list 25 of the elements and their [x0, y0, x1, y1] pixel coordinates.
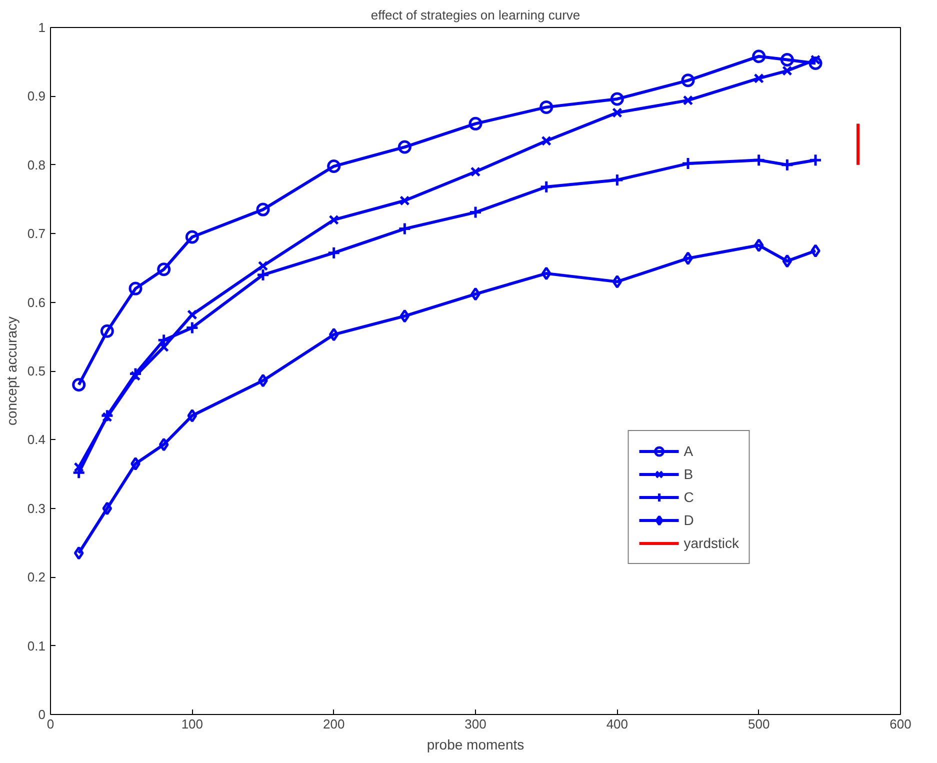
y-tick-label: 0.4: [27, 432, 46, 448]
y-tick-label: 0.3: [27, 500, 46, 516]
y-tick-label: 0: [38, 707, 46, 722]
legend-label: C: [684, 489, 695, 505]
legend-label: D: [684, 512, 695, 528]
y-tick-label: 0.5: [27, 364, 46, 378]
y-axis-title: concept accuracy: [3, 316, 20, 426]
x-tick-label: 200: [322, 716, 345, 732]
x-axis-title: probe moments: [426, 736, 524, 752]
chart-title: effect of strategies on learning curve: [370, 8, 580, 22]
legend-label: yardstick: [684, 535, 739, 551]
y-tick-label: 0.6: [27, 294, 46, 310]
x-tick-label: 300: [464, 716, 486, 732]
y-tick-label: 0.1: [27, 638, 46, 654]
x-tick-label: 400: [606, 716, 628, 732]
legend-label: A: [684, 443, 694, 459]
y-tick-label: 0.7: [27, 226, 46, 242]
x-tick-label: 100: [181, 716, 204, 732]
y-tick-label: 1: [38, 20, 46, 35]
legend-label: B: [684, 466, 694, 482]
y-tick-label: 0.8: [27, 157, 46, 172]
y-tick-label: 0.9: [27, 88, 46, 104]
y-tick-label: 0.2: [27, 570, 46, 585]
x-tick-label: 600: [890, 716, 912, 732]
x-tick-label: 500: [748, 716, 770, 732]
